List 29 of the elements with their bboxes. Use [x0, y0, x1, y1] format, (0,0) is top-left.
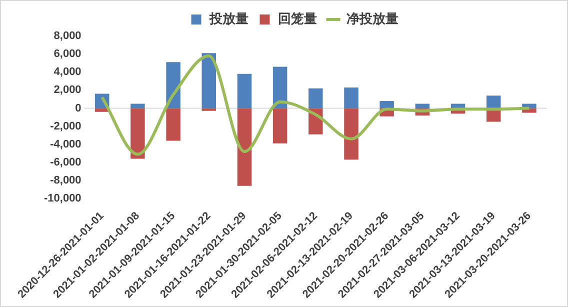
y-tick-label: 8,000 — [54, 30, 82, 42]
bar — [344, 87, 358, 108]
y-tick-label: -4,000 — [50, 138, 82, 150]
y-tick-label: -10,000 — [44, 192, 82, 205]
bar — [237, 74, 252, 108]
line-series — [100, 54, 531, 156]
bar — [202, 108, 216, 111]
y-tick-label: 0 — [75, 102, 82, 114]
bar — [380, 101, 394, 108]
bar — [166, 108, 180, 141]
bar — [237, 108, 252, 186]
legend-label: 投放量 — [208, 12, 248, 27]
bar — [415, 104, 430, 108]
legend-label: 净投放量 — [346, 12, 398, 27]
bar — [202, 53, 216, 108]
bar — [272, 108, 288, 144]
y-tick-label: -8,000 — [50, 174, 82, 186]
legend-label: 回笼量 — [278, 12, 317, 27]
y-tick-label: -6,000 — [50, 156, 82, 168]
bar — [130, 104, 145, 108]
bar — [486, 96, 501, 108]
y-tick-label: 4,000 — [54, 66, 82, 78]
y-tick-label: 2,000 — [54, 84, 82, 96]
bar — [272, 66, 288, 108]
bar — [308, 88, 323, 108]
y-tick-label: -2,000 — [50, 120, 82, 132]
bar — [130, 108, 145, 159]
bar — [344, 108, 358, 160]
y-tick-label: 6,000 — [54, 48, 82, 60]
